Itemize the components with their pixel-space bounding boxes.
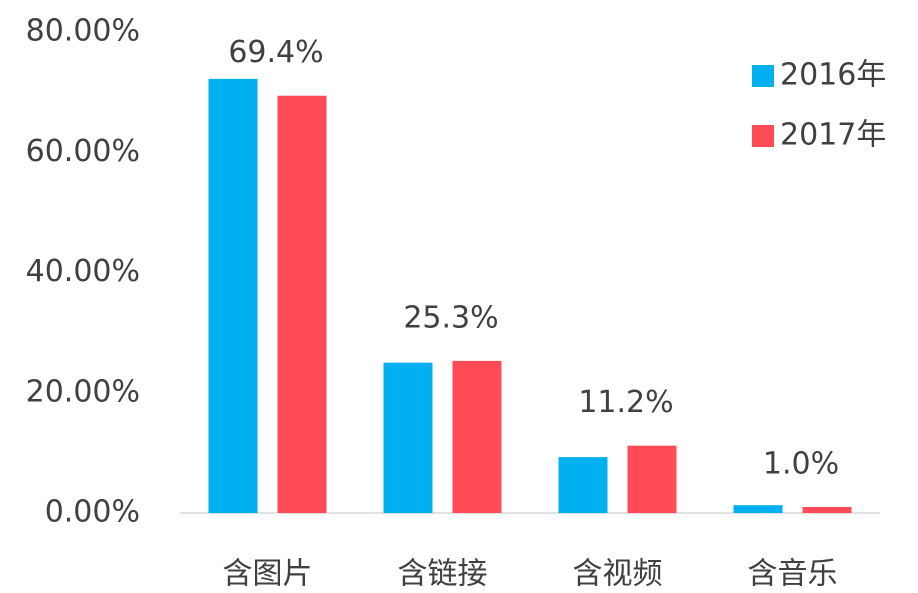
legend-label: 2017年 (780, 118, 886, 153)
data-label: 69.4% (228, 35, 323, 70)
data-label: 1.0% (763, 446, 839, 481)
legend-swatch (752, 125, 774, 147)
bar (208, 78, 258, 514)
y-tick-label: 0.00% (45, 495, 140, 530)
bar (627, 445, 677, 513)
y-tick-label: 60.00% (26, 134, 140, 169)
x-tick-label: 含音乐 (748, 557, 838, 592)
data-label: 25.3% (403, 300, 498, 335)
bar (733, 505, 783, 513)
y-tick-label: 20.00% (26, 374, 140, 409)
bar (802, 506, 852, 513)
bar (383, 362, 433, 513)
legend-swatch (752, 65, 774, 87)
y-tick-label: 80.00% (26, 14, 140, 49)
x-tick-label: 含图片 (223, 557, 313, 592)
x-tick-label: 含链接 (398, 557, 488, 592)
bar (277, 95, 327, 514)
legend-label: 2016年 (780, 58, 886, 93)
bar (558, 457, 608, 513)
data-label: 11.2% (578, 385, 673, 420)
y-tick-label: 40.00% (26, 254, 140, 289)
bar (452, 360, 502, 513)
x-tick-label: 含视频 (573, 557, 663, 592)
